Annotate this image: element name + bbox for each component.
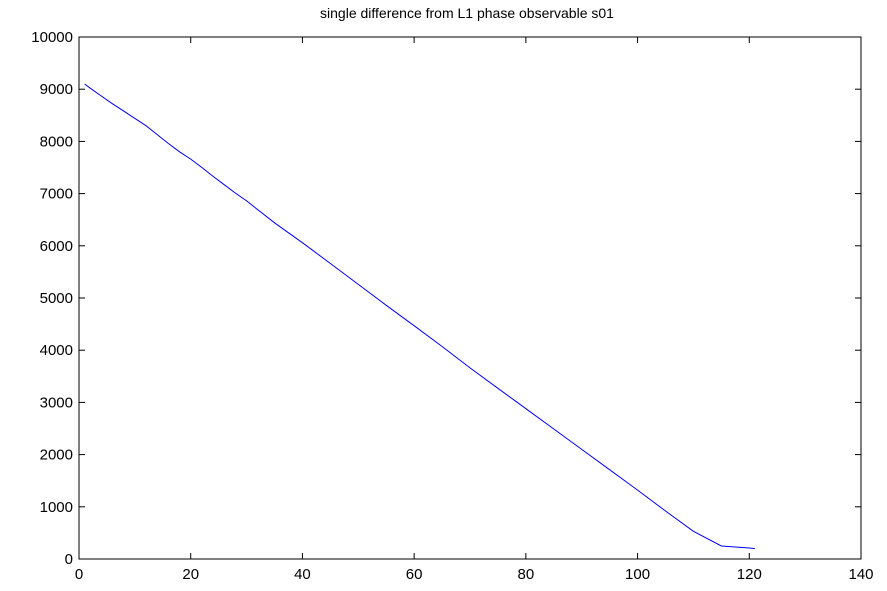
x-tick-label: 0	[75, 566, 83, 583]
x-axis: 0 20 40 60 80 100 120 140	[75, 37, 874, 583]
x-tick-label: 60	[406, 566, 423, 583]
y-tick-label: 2000	[40, 447, 73, 464]
plot-border	[78, 36, 862, 560]
y-tick-label: 6000	[40, 238, 73, 255]
y-tick-label: 1000	[40, 499, 73, 516]
series-line	[84, 83, 755, 550]
x-tick-label: 140	[848, 566, 873, 583]
y-tick-label: 3000	[40, 394, 73, 411]
series-layer	[84, 83, 755, 550]
x-tick-label: 80	[518, 566, 535, 583]
x-tick-label: 40	[294, 566, 311, 583]
x-tick-label: 100	[625, 566, 650, 583]
y-tick-label: 4000	[40, 342, 73, 359]
y-tick-label: 5000	[40, 290, 73, 307]
y-axis: 0 1000 2000 3000 4000 5000 6000 7000 8000 9000 100…	[31, 29, 861, 568]
chart-title: single difference from L1 phase observab…	[320, 5, 614, 21]
x-tick-label: 120	[737, 566, 762, 583]
y-tick-label: 9000	[40, 81, 73, 98]
y-tick-label: 10000	[31, 29, 73, 46]
y-tick-label: 0	[65, 551, 73, 568]
y-tick-label: 7000	[40, 186, 73, 203]
x-tick-label: 20	[182, 566, 199, 583]
y-tick-label: 8000	[40, 133, 73, 150]
plot-area	[78, 36, 862, 560]
